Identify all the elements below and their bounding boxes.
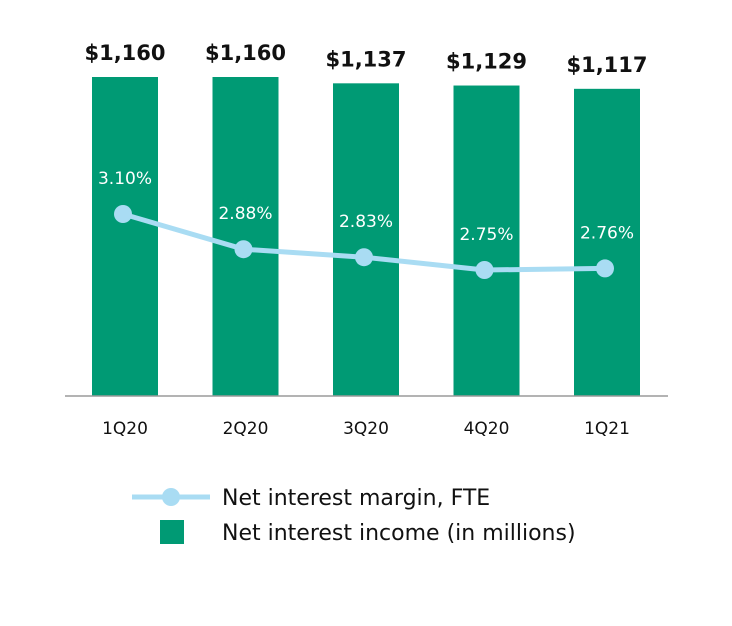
margin-value-label: 3.10%	[98, 169, 152, 189]
margin-value-label: 2.76%	[580, 223, 634, 243]
bar-4Q20	[453, 85, 520, 397]
x-tick-label: 3Q20	[343, 419, 389, 439]
bar-3Q20	[333, 83, 399, 396]
margin-value-label: 2.83%	[339, 212, 393, 232]
legend-line-marker	[162, 488, 180, 506]
x-tick-label: 1Q20	[102, 419, 148, 439]
bar-value-label: $1,160	[205, 41, 286, 65]
margin-point-1Q20	[114, 205, 132, 223]
bar-value-label: $1,117	[566, 53, 647, 77]
legend: Net interest margin, FTE Net interest in…	[132, 486, 576, 546]
labels-layer: $1,160 $1,160 $1,137 $1,129 $1,117 3.10% 2.88%…	[84, 41, 647, 245]
bar-value-label: $1,160	[84, 41, 165, 65]
x-tick-label: 4Q20	[464, 419, 510, 439]
bar-1Q20	[92, 77, 158, 396]
legend-label-line: Net interest margin, FTE	[222, 486, 490, 511]
line-layer	[114, 205, 614, 279]
bars-layer	[92, 77, 640, 397]
legend-bar-swatch	[160, 520, 184, 544]
margin-point-2Q20	[234, 240, 253, 259]
bar-1Q21	[574, 88, 640, 396]
bar-2Q20	[212, 77, 279, 396]
legend-label-bar: Net interest income (in millions)	[222, 521, 576, 546]
margin-value-label: 2.88%	[218, 204, 272, 224]
margin-point-3Q20	[355, 248, 373, 267]
legend-entry-line: Net interest margin, FTE	[132, 486, 490, 511]
bar-value-label: $1,129	[446, 50, 527, 74]
margin-value-label: 2.75%	[459, 225, 513, 245]
x-tick-label: 1Q21	[584, 419, 630, 439]
margin-point-1Q21	[596, 259, 614, 278]
margin-point-4Q20	[475, 261, 494, 279]
bar-value-label: $1,137	[325, 47, 406, 71]
ticks-layer: 1Q20 2Q20 3Q20 4Q20 1Q21	[102, 419, 630, 439]
x-tick-label: 2Q20	[223, 419, 269, 439]
legend-entry-bar: Net interest income (in millions)	[160, 520, 576, 546]
